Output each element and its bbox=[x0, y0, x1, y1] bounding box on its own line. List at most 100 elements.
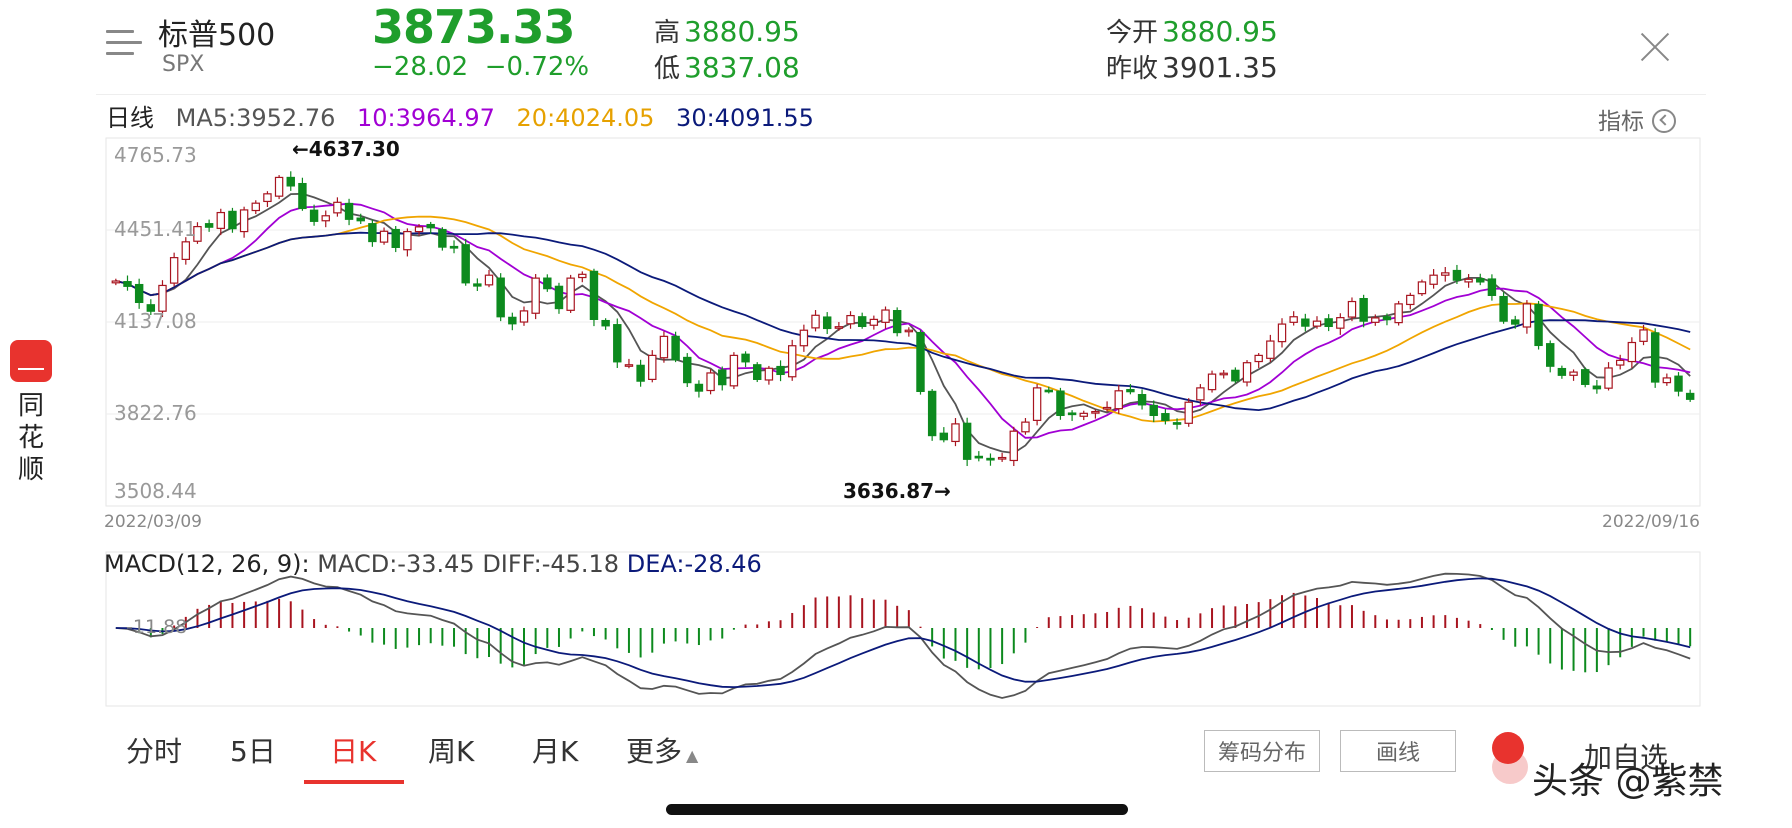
ma20-line bbox=[115, 215, 1691, 423]
candle bbox=[484, 274, 494, 286]
candle bbox=[181, 241, 191, 260]
candle bbox=[473, 283, 482, 287]
tonghuashun-logo-icon[interactable] bbox=[10, 340, 52, 382]
candle bbox=[1476, 278, 1485, 283]
add-favorite-button[interactable]: 加自选 bbox=[1584, 741, 1669, 774]
floating-red-dot[interactable] bbox=[1492, 732, 1524, 764]
y-axis-labels: 4765.73 4451.41 4137.08 3822.76 3508.44 bbox=[114, 143, 197, 503]
diff-value: DIFF:-45.18 bbox=[482, 550, 620, 578]
side-app-label[interactable]: 同花顺 bbox=[17, 391, 44, 485]
candle bbox=[1522, 303, 1532, 328]
candle bbox=[1196, 387, 1205, 401]
candle bbox=[1650, 332, 1660, 383]
y-tick-label: 4451.41 bbox=[114, 217, 197, 241]
candle bbox=[1277, 323, 1287, 343]
tab-more[interactable]: 更多 ▲ bbox=[626, 730, 698, 770]
max-annotation: ←4637.30 bbox=[292, 137, 400, 161]
candle bbox=[1627, 341, 1637, 363]
candle bbox=[776, 365, 785, 376]
candle bbox=[1312, 320, 1322, 327]
tab-monthly-k[interactable]: 月K bbox=[532, 735, 579, 768]
candle bbox=[694, 383, 704, 392]
dea-line bbox=[115, 577, 1691, 689]
open-value: 3880.95 bbox=[1162, 15, 1278, 48]
high-row: 高 3880.95 bbox=[654, 12, 800, 49]
menu-icon[interactable] bbox=[106, 30, 142, 60]
candle bbox=[379, 230, 389, 243]
candle bbox=[1382, 316, 1392, 321]
candle bbox=[1056, 390, 1065, 416]
candle bbox=[648, 354, 657, 380]
low-row: 低 3837.08 bbox=[654, 48, 800, 85]
candle bbox=[566, 277, 575, 311]
candle bbox=[753, 364, 762, 380]
ma-row: 日线 MA5:3952.76 10:3964.97 20:4024.05 30:… bbox=[106, 98, 828, 133]
indicator-button[interactable]: 指标 bbox=[1598, 102, 1676, 136]
draw-line-button[interactable]: 画线 bbox=[1340, 730, 1456, 772]
tab-intraday[interactable]: 分时 bbox=[126, 735, 183, 768]
indicator-label: 指标 bbox=[1598, 109, 1644, 135]
candle bbox=[239, 209, 249, 233]
tab-weekly-k[interactable]: 周K bbox=[428, 735, 475, 768]
candle bbox=[892, 310, 902, 334]
candle bbox=[974, 455, 984, 459]
candle bbox=[1359, 298, 1368, 322]
candle bbox=[1231, 369, 1240, 382]
min-annotation: 3636.87→ bbox=[843, 479, 951, 503]
candle bbox=[706, 372, 715, 392]
candle bbox=[881, 309, 890, 323]
candles bbox=[111, 171, 1695, 467]
candle bbox=[228, 210, 237, 230]
period-label: 日线 bbox=[106, 104, 154, 132]
open-row: 今开 3880.95 bbox=[1106, 12, 1278, 49]
candle bbox=[962, 422, 972, 460]
candle bbox=[158, 284, 167, 312]
low-value: 3837.08 bbox=[684, 51, 800, 84]
macd-frame bbox=[105, 551, 1701, 707]
candle bbox=[997, 456, 1007, 460]
candle bbox=[1266, 340, 1275, 359]
prev-close-label: 昨收 bbox=[1106, 54, 1159, 84]
macd-title: MACD(12, 26, 9): bbox=[104, 550, 310, 578]
candle bbox=[1137, 394, 1147, 406]
home-indicator[interactable] bbox=[666, 804, 1128, 815]
ma10-line bbox=[115, 202, 1691, 439]
candle bbox=[1114, 390, 1123, 410]
candle bbox=[1149, 404, 1158, 416]
stock-name: 标普500 bbox=[158, 18, 276, 53]
candle bbox=[834, 326, 844, 329]
candle bbox=[1429, 274, 1438, 285]
caret-up-icon: ▲ bbox=[686, 746, 699, 765]
change-value: −28.02 bbox=[372, 52, 469, 82]
candle bbox=[799, 329, 809, 347]
candle bbox=[1009, 430, 1019, 462]
candle bbox=[1569, 371, 1578, 376]
candle bbox=[333, 201, 342, 214]
candle bbox=[356, 217, 365, 222]
candle bbox=[927, 390, 937, 437]
candle bbox=[1184, 401, 1193, 424]
candle bbox=[822, 316, 832, 330]
ma30-line bbox=[115, 231, 1691, 412]
candle bbox=[1347, 300, 1357, 318]
candle bbox=[718, 369, 727, 386]
candle bbox=[671, 335, 680, 361]
open-label: 今开 bbox=[1106, 18, 1159, 48]
tab-daily-k[interactable]: 日K bbox=[330, 735, 377, 768]
candle bbox=[344, 202, 354, 220]
end-date: 2022/09/16 bbox=[1602, 512, 1700, 532]
candle bbox=[321, 215, 330, 222]
candle bbox=[1674, 375, 1683, 392]
candle bbox=[1324, 318, 1333, 328]
candle bbox=[438, 228, 447, 248]
tab-5day[interactable]: 5日 bbox=[230, 735, 276, 768]
high-label: 高 bbox=[654, 18, 681, 48]
candle bbox=[134, 283, 144, 304]
candle bbox=[1032, 387, 1042, 421]
macd-value: MACD:-33.45 bbox=[317, 550, 475, 578]
candle bbox=[496, 277, 505, 318]
chip-distribution-button[interactable]: 筹码分布 bbox=[1204, 730, 1320, 772]
candle bbox=[193, 226, 202, 242]
diff-line bbox=[115, 572, 1691, 699]
